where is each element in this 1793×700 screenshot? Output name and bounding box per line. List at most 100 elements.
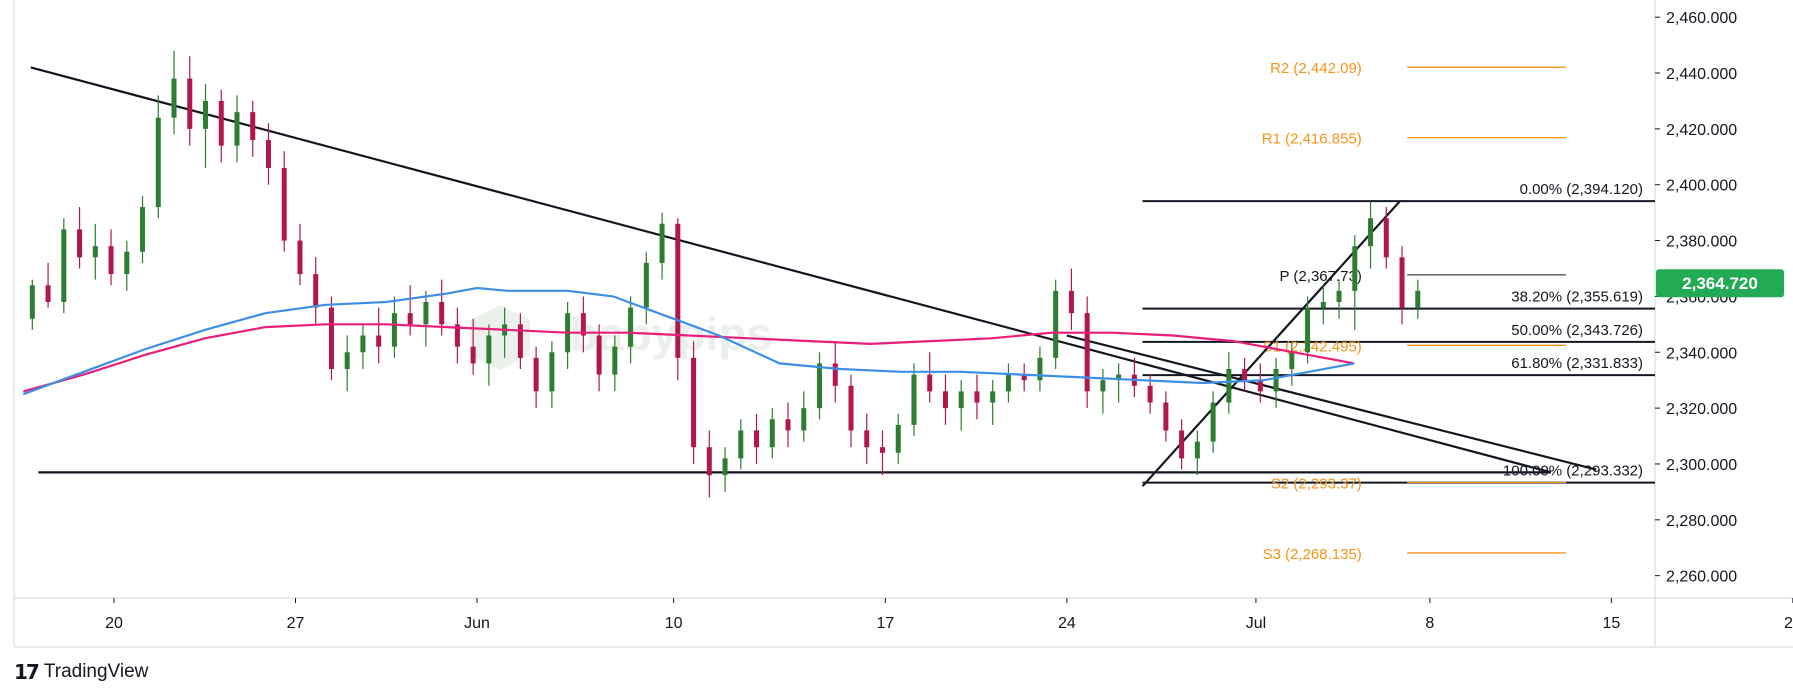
y-axis[interactable]: 2,260.000 2,280.000 2,300.000 2,320.000 2,34… bbox=[1655, 10, 1737, 586]
candle-body bbox=[659, 223, 665, 263]
candle-body bbox=[643, 262, 649, 308]
y-tick-label: 2,460.000 bbox=[1666, 10, 1737, 27]
candle-body bbox=[328, 307, 334, 370]
trendline-extension[interactable] bbox=[1066, 334, 1597, 471]
tradingview-logo-icon: 17 bbox=[14, 660, 40, 684]
x-tick-label: 10 bbox=[665, 615, 683, 632]
candle-body bbox=[1415, 290, 1421, 308]
tradingview-logo-text: TradingView bbox=[43, 661, 149, 682]
trendline[interactable] bbox=[30, 66, 1552, 474]
candle-body bbox=[1399, 257, 1405, 308]
candle-body bbox=[848, 385, 854, 431]
candle-body bbox=[895, 424, 901, 453]
candle-body bbox=[706, 447, 712, 476]
candle-body bbox=[942, 391, 948, 409]
x-tick-label: 17 bbox=[876, 615, 894, 632]
candle-body bbox=[1179, 430, 1185, 459]
x-tick-label: 15 bbox=[1602, 615, 1620, 632]
pivot-label: R1 (2,416.855) bbox=[1262, 131, 1362, 148]
candle-body bbox=[1005, 374, 1011, 392]
candle-body bbox=[376, 335, 382, 347]
candle-body bbox=[439, 302, 445, 325]
candle-body bbox=[785, 419, 791, 431]
pivot-label: R2 (2,442.09) bbox=[1270, 60, 1362, 77]
candle-body bbox=[817, 363, 823, 409]
tradingview-logo[interactable]: 17 TradingView bbox=[14, 660, 148, 684]
y-tick-label: 2,340.000 bbox=[1666, 345, 1737, 362]
y-tick-label: 2,280.000 bbox=[1666, 513, 1737, 530]
candle-body bbox=[124, 251, 130, 275]
candle-body bbox=[108, 246, 114, 275]
candle-body bbox=[864, 430, 870, 448]
candle-body bbox=[1305, 307, 1311, 353]
y-tick-label: 2,400.000 bbox=[1666, 178, 1737, 195]
candle-body bbox=[454, 324, 460, 347]
candle-body bbox=[769, 419, 775, 448]
fib-level-label: 50.00% (2,343.726) bbox=[1511, 322, 1643, 339]
candle-body bbox=[628, 307, 634, 347]
candle-body bbox=[45, 285, 51, 302]
current-price-label: 2,364.720 bbox=[1682, 274, 1758, 293]
candle-body bbox=[691, 357, 697, 448]
candle-body bbox=[1289, 352, 1295, 370]
candle-body bbox=[1226, 369, 1232, 403]
candle-body bbox=[1273, 369, 1279, 392]
candle-body bbox=[344, 352, 350, 370]
candle-body bbox=[1210, 402, 1216, 442]
candle-body bbox=[281, 167, 287, 241]
candle-body bbox=[1336, 290, 1342, 302]
candle-body bbox=[832, 363, 838, 386]
candle-body bbox=[360, 335, 366, 353]
candle-body bbox=[911, 374, 917, 425]
candle-body bbox=[927, 374, 933, 392]
moving-average-fast bbox=[22, 286, 1355, 396]
candle-body bbox=[1021, 374, 1027, 381]
candle-body bbox=[1100, 380, 1106, 392]
watermark-icon bbox=[470, 305, 530, 370]
candle-body bbox=[1320, 302, 1326, 308]
candle-body bbox=[61, 229, 67, 302]
candle-body bbox=[533, 357, 539, 392]
y-tick-label: 2,260.000 bbox=[1666, 569, 1737, 586]
current-price-badge: 2,364.720 bbox=[1656, 269, 1784, 298]
candle-body bbox=[1147, 385, 1153, 403]
x-tick-label: 20 bbox=[105, 615, 123, 632]
candle-body bbox=[155, 117, 161, 208]
candle-body bbox=[1163, 402, 1169, 431]
candle-body bbox=[265, 140, 271, 168]
candle-body bbox=[470, 346, 476, 364]
candle-body bbox=[1194, 441, 1200, 459]
current-price-background bbox=[1656, 269, 1784, 298]
candle-body bbox=[974, 391, 980, 403]
candle-body bbox=[407, 313, 413, 325]
candle-body bbox=[29, 285, 35, 319]
candle-body bbox=[218, 100, 224, 146]
candle-body bbox=[879, 447, 885, 453]
candle-body bbox=[612, 346, 618, 375]
candle-body bbox=[1068, 290, 1074, 314]
candle-body bbox=[187, 78, 193, 129]
candle-body bbox=[1383, 218, 1389, 258]
candle-body bbox=[722, 458, 728, 476]
fib-level-label: 38.20% (2,355.619) bbox=[1511, 289, 1643, 306]
x-tick-label: 22 bbox=[1784, 615, 1793, 632]
candle-body bbox=[580, 313, 586, 336]
y-tick-label: 2,380.000 bbox=[1666, 234, 1737, 251]
candle-body bbox=[486, 335, 492, 364]
candle-body bbox=[391, 313, 397, 347]
pivot-label: S1 (2,342.495) bbox=[1263, 338, 1362, 355]
candle-body bbox=[1352, 246, 1358, 291]
x-axis[interactable]: 20 27 Jun 10 17 24 Jul 8 15 22 bbox=[105, 598, 1793, 632]
pivot-levels[interactable]: R2 (2,442.09) R1 (2,416.855) P (2,367.73) S… bbox=[1262, 60, 1566, 563]
chart-frame bbox=[13, 0, 1793, 648]
candle-body bbox=[234, 112, 240, 146]
candle-body bbox=[596, 335, 602, 375]
candle-body bbox=[297, 240, 303, 275]
x-tick-label: 8 bbox=[1425, 615, 1434, 632]
candle-body bbox=[1368, 218, 1374, 247]
candle-body bbox=[958, 391, 964, 409]
fibonacci-retracement[interactable]: 0.00% (2,394.120) 38.20% (2,355.619) 50.00… bbox=[1142, 181, 1656, 484]
candle-body bbox=[1116, 374, 1122, 381]
